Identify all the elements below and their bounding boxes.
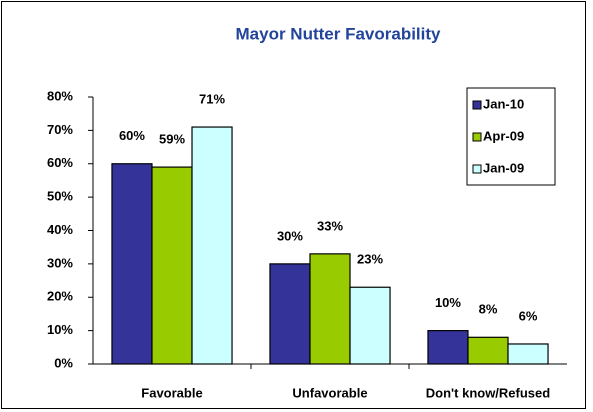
y-tick-label: 30%	[47, 255, 73, 270]
bar	[427, 330, 469, 365]
bar	[191, 126, 233, 365]
chart-title: Mayor Nutter Favorability	[236, 24, 442, 43]
y-tick-label: 0%	[54, 355, 73, 370]
y-tick-label: 60%	[47, 155, 73, 170]
bar	[467, 336, 509, 365]
legend-label: Jan-10	[483, 96, 524, 111]
value-label: 30%	[277, 228, 303, 243]
x-tick-label: Don't know/Refused	[426, 385, 550, 400]
y-tick-label: 80%	[47, 88, 73, 103]
legend-label: Apr-09	[483, 128, 524, 143]
legend-box	[466, 87, 556, 186]
value-label: 23%	[357, 252, 383, 267]
y-tick-label: 50%	[47, 189, 73, 204]
legend-swatch	[472, 132, 482, 142]
bar	[111, 163, 153, 365]
y-tick-label: 10%	[47, 322, 73, 337]
legend-label: Jan-09	[483, 160, 524, 175]
y-tick-label: 70%	[47, 122, 73, 137]
value-label: 59%	[159, 132, 185, 147]
value-label: 71%	[199, 91, 225, 106]
value-label: 60%	[119, 128, 145, 143]
value-label: 6%	[519, 308, 538, 323]
value-label: 8%	[479, 302, 498, 317]
x-tick-label: Favorable	[141, 385, 202, 400]
bar	[269, 263, 311, 365]
bar	[151, 166, 193, 365]
bar	[507, 343, 549, 365]
value-label: 10%	[435, 295, 461, 310]
bar	[309, 253, 351, 365]
value-label: 33%	[317, 218, 343, 233]
bar	[349, 286, 391, 365]
x-tick-label: Unfavorable	[292, 385, 367, 400]
legend-swatch	[472, 164, 482, 174]
y-tick-label: 40%	[47, 222, 73, 237]
legend-swatch	[472, 100, 482, 110]
y-tick-label: 20%	[47, 289, 73, 304]
